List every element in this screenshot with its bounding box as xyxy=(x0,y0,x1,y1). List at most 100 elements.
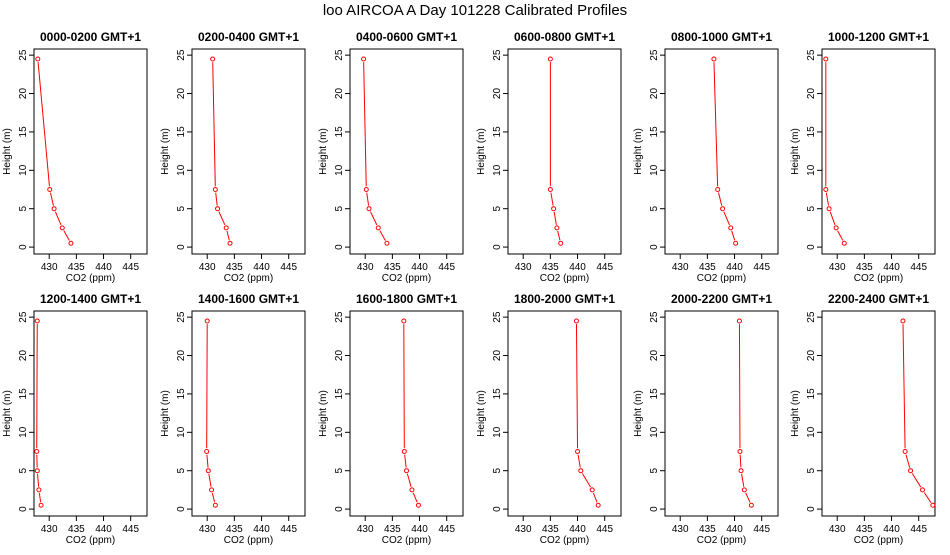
data-point xyxy=(211,57,215,61)
y-tick-label: 5 xyxy=(492,205,503,211)
x-tick-label: 430 xyxy=(829,262,846,273)
x-tick-label: 440 xyxy=(95,262,112,273)
x-tick-label: 435 xyxy=(699,262,716,273)
y-axis-label: Height (m) xyxy=(790,128,801,175)
data-point xyxy=(738,450,742,454)
series-line-segment xyxy=(207,455,208,468)
y-tick-label: 5 xyxy=(649,205,660,211)
series-line-segment xyxy=(38,474,39,487)
plot-frame xyxy=(350,49,463,254)
panel-title: 1800-2000 GMT+1 xyxy=(514,292,615,306)
data-point xyxy=(749,503,753,507)
series-line-segment xyxy=(742,474,744,487)
y-tick-label: 10 xyxy=(334,426,345,438)
data-point xyxy=(362,57,366,61)
y-tick-label: 25 xyxy=(18,49,29,61)
y-tick-label: 0 xyxy=(18,244,29,250)
y-tick-label: 25 xyxy=(492,49,503,61)
x-tick-label: 430 xyxy=(357,524,374,535)
series-line-segment xyxy=(558,231,560,240)
x-tick-label: 430 xyxy=(829,524,846,535)
data-point xyxy=(579,469,583,473)
y-tick-label: 5 xyxy=(18,205,29,211)
panel-title: 0200-0400 GMT+1 xyxy=(198,30,299,44)
y-axis-label: Height (m) xyxy=(633,390,644,437)
series-line-segment xyxy=(826,193,828,206)
data-point xyxy=(206,469,210,473)
y-tick-label: 25 xyxy=(334,311,345,323)
y-tick-label: 20 xyxy=(176,88,187,100)
data-point xyxy=(712,57,716,61)
x-tick-label: 430 xyxy=(199,262,216,273)
y-tick-label: 10 xyxy=(176,426,187,438)
y-tick-label: 0 xyxy=(492,244,503,250)
series-line-segment xyxy=(739,324,740,448)
y-tick-label: 20 xyxy=(334,88,345,100)
x-tick-label: 440 xyxy=(726,262,743,273)
plot-frame xyxy=(192,311,305,516)
y-tick-label: 0 xyxy=(18,506,29,512)
panel-title: 1200-1400 GMT+1 xyxy=(40,292,141,306)
y-axis-label: Height (m) xyxy=(476,128,487,175)
plot-frame xyxy=(350,311,463,516)
data-point xyxy=(35,319,39,323)
y-tick-label: 5 xyxy=(334,467,345,473)
series-line-segment xyxy=(582,473,590,487)
y-tick-label: 5 xyxy=(806,205,817,211)
data-point xyxy=(901,319,905,323)
data-point xyxy=(739,469,743,473)
y-tick-label: 25 xyxy=(176,49,187,61)
data-point xyxy=(548,188,552,192)
x-tick-label: 445 xyxy=(280,262,297,273)
y-tick-label: 15 xyxy=(18,388,29,400)
data-point xyxy=(69,241,73,245)
data-point xyxy=(716,188,720,192)
y-axis-label: Height (m) xyxy=(633,128,644,175)
y-tick-label: 10 xyxy=(18,164,29,176)
data-point xyxy=(36,57,40,61)
panel-title: 1600-1800 GMT+1 xyxy=(356,292,457,306)
x-axis-label: CO2 (ppm) xyxy=(540,273,589,284)
series-line-segment xyxy=(551,193,553,206)
y-tick-label: 5 xyxy=(176,205,187,211)
y-tick-label: 5 xyxy=(492,467,503,473)
y-tick-label: 10 xyxy=(176,164,187,176)
y-axis-label: Height (m) xyxy=(2,390,13,437)
y-axis-label: Height (m) xyxy=(318,128,329,175)
panel-title: 0800-1000 GMT+1 xyxy=(671,30,772,44)
series-line-segment xyxy=(38,62,49,186)
x-tick-label: 435 xyxy=(226,524,243,535)
data-point xyxy=(729,226,733,230)
panel-title: 0400-0600 GMT+1 xyxy=(356,30,457,44)
series-line-segment xyxy=(578,455,580,468)
y-tick-label: 25 xyxy=(334,49,345,61)
x-axis-label: CO2 (ppm) xyxy=(697,273,746,284)
data-point xyxy=(824,188,828,192)
y-tick-label: 25 xyxy=(649,49,660,61)
series-line-segment xyxy=(718,193,721,206)
x-tick-label: 440 xyxy=(253,524,270,535)
data-point xyxy=(590,488,594,492)
x-tick-label: 435 xyxy=(699,524,716,535)
x-tick-label: 440 xyxy=(883,262,900,273)
series-line-segment xyxy=(213,62,216,186)
y-tick-label: 15 xyxy=(334,126,345,138)
series-line-segment xyxy=(906,455,910,468)
panel-title: 1000-1200 GMT+1 xyxy=(828,30,929,44)
y-tick-label: 20 xyxy=(334,350,345,362)
y-tick-label: 25 xyxy=(18,311,29,323)
y-tick-label: 15 xyxy=(176,388,187,400)
x-tick-label: 440 xyxy=(411,524,428,535)
y-tick-label: 15 xyxy=(176,126,187,138)
x-axis-label: CO2 (ppm) xyxy=(854,273,903,284)
x-tick-label: 435 xyxy=(68,262,85,273)
y-tick-label: 0 xyxy=(806,244,817,250)
data-point xyxy=(931,503,935,507)
